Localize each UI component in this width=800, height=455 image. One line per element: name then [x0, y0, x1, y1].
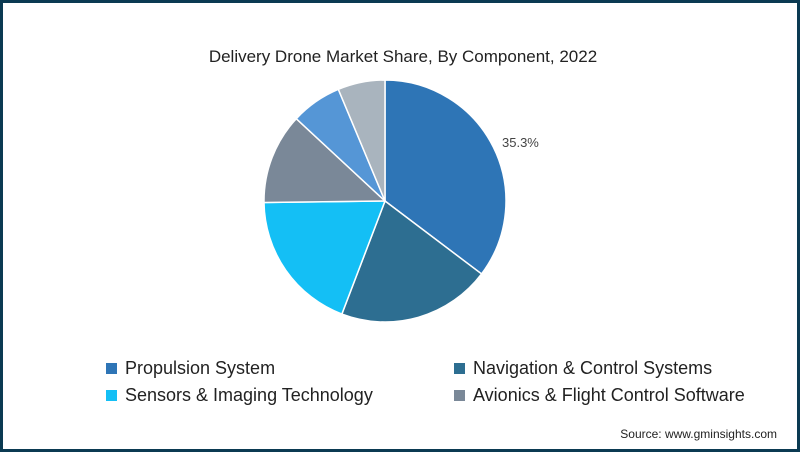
pie-slice-2: [263, 200, 387, 316]
source-note: Source: www.gminsights.com: [620, 427, 777, 441]
legend-label: Sensors & Imaging Technology: [125, 385, 373, 405]
legend-label: Avionics & Flight Control Software: [473, 385, 745, 405]
pie-data-label: 35.3%: [502, 135, 539, 150]
pie-chart: 35.3%: [263, 79, 539, 323]
legend-item-propulsion-system: Propulsion System: [106, 358, 275, 379]
pie-slice-5: [337, 79, 386, 202]
legend-swatch: [454, 363, 465, 374]
pie-slice-1: [340, 199, 483, 323]
legend-item-navigation-control: Navigation & Control Systems: [454, 358, 712, 379]
legend-item-avionics-flight-control: Avionics & Flight Control Software: [454, 385, 745, 406]
legend-swatch: [106, 363, 117, 374]
pie-slice-3: [263, 117, 387, 204]
legend-item-sensors-imaging: Sensors & Imaging Technology: [106, 385, 373, 406]
legend-swatch: [454, 390, 465, 401]
chart-title: Delivery Drone Market Share, By Componen…: [208, 47, 598, 66]
legend-swatch: [106, 390, 117, 401]
legend-label: Propulsion System: [125, 358, 276, 378]
pie-slice-0: [384, 79, 507, 276]
legend-label: Navigation & Control Systems: [473, 358, 713, 378]
